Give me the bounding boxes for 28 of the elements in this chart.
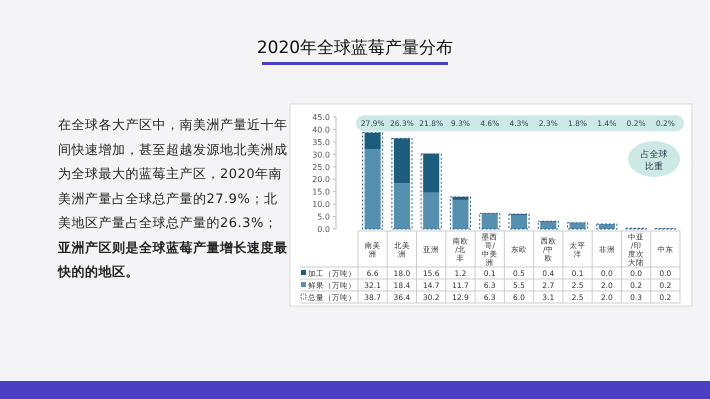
y-tick-label: 0.0: [317, 225, 330, 234]
text: 亚洲产区则是全球蓝莓产量增长速度最快的的地区。: [58, 240, 288, 280]
bar: [538, 220, 559, 230]
text: 在全球各大产区中，南美洲产量近十年间快速增加，甚至超越发源地北美洲成为全球最大的蓝莓主产区，2020年南美洲产量占全球总产量的27.9%；北美地区产量占全球总产量的26.3%；: [58, 118, 288, 231]
bar: [364, 132, 381, 150]
y-tick-label: 30.0: [312, 150, 330, 160]
bar: [364, 149, 381, 229]
bar: [391, 138, 412, 230]
bar: [394, 183, 410, 229]
y-tick-label: 40.0: [312, 125, 330, 134]
bar: [450, 196, 472, 230]
y-tick-label: 20.0: [312, 175, 330, 184]
bar: [566, 222, 588, 230]
bar: [452, 196, 469, 200]
bar: [362, 132, 384, 230]
y-tick-label: 5.0: [317, 212, 330, 222]
bar: [420, 153, 442, 230]
bar: [394, 138, 410, 184]
y-tick-label: 15.0: [312, 188, 330, 197]
y-tick-label: 45.0: [312, 113, 330, 122]
chart-title: 2020年全球蓝莓产量分布: [256, 38, 454, 58]
y-tick-label: 35.0: [312, 138, 330, 147]
bar: [596, 224, 618, 230]
bar: [423, 154, 440, 192]
y-tick-label: 25.0: [312, 162, 330, 172]
bar: [423, 192, 440, 229]
annotation: 占全球比重: [640, 149, 668, 172]
y-tick-label: 10.0: [312, 200, 330, 210]
